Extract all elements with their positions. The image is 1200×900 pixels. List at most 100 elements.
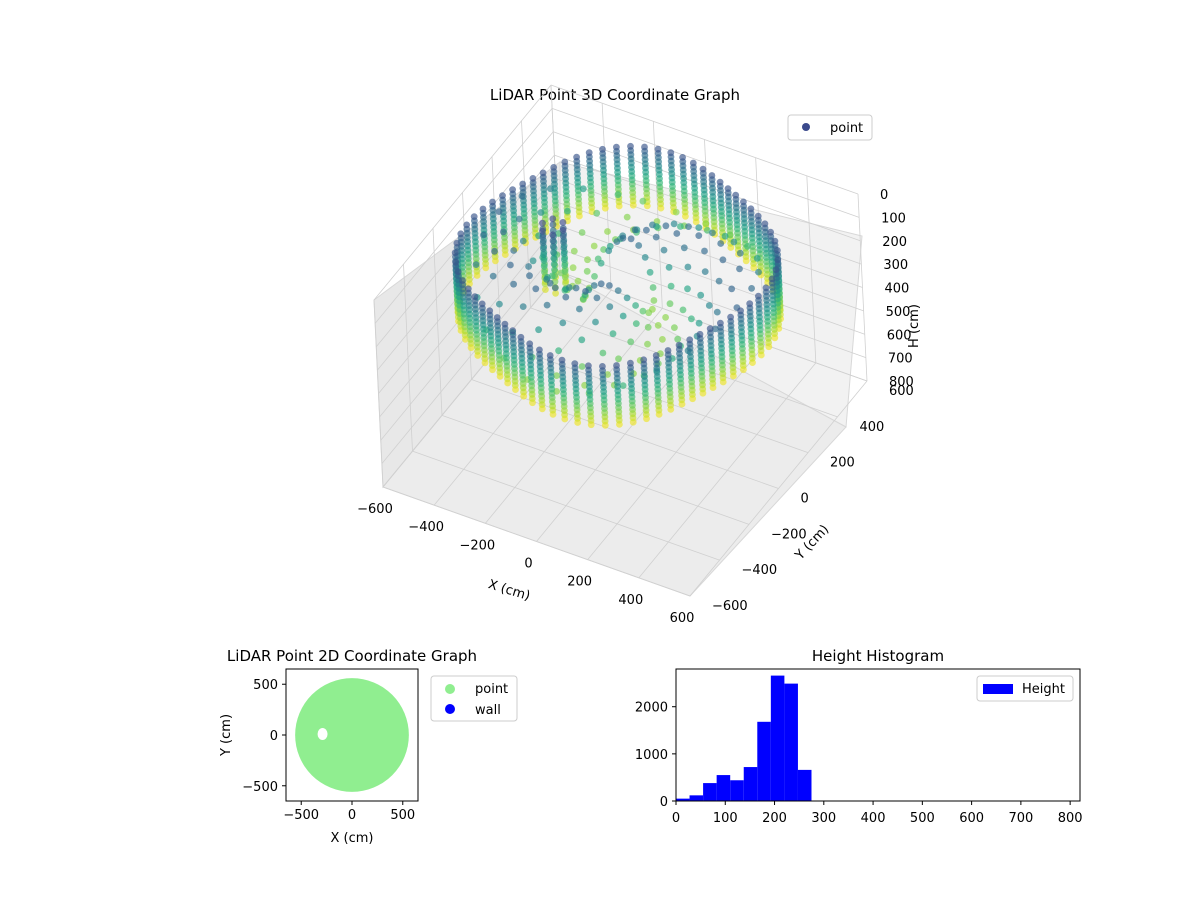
z-tick-label-3d: 600 xyxy=(887,328,912,343)
y-tick-label-histogram: 2000 xyxy=(635,701,668,716)
point-region-2d xyxy=(295,678,409,792)
legend-3d-label: point xyxy=(830,121,863,136)
point-3d xyxy=(573,153,580,161)
point-3d xyxy=(627,235,635,243)
point-3d xyxy=(489,272,497,280)
point-3d xyxy=(576,305,583,313)
point-3d xyxy=(649,284,657,291)
point-3d xyxy=(571,360,579,367)
point-3d xyxy=(619,382,627,389)
y-tick-label-3d: 200 xyxy=(830,456,855,471)
point-3d xyxy=(591,273,598,280)
hole-region-2d xyxy=(317,727,328,740)
x-tick-label-histogram: 300 xyxy=(811,811,836,826)
point-3d xyxy=(641,143,648,151)
y-tick-label-3d: 600 xyxy=(889,384,914,399)
legend-2d: point wall xyxy=(430,675,518,722)
point-3d xyxy=(600,246,607,253)
point-3d xyxy=(536,346,543,354)
point-3d xyxy=(540,245,547,253)
point-3d xyxy=(615,355,622,363)
point-3d xyxy=(664,347,672,354)
point-3d xyxy=(540,251,548,258)
x-tick-label-histogram: 200 xyxy=(762,811,787,826)
point-3d xyxy=(518,192,526,200)
x-tick-label-3d: −400 xyxy=(408,520,444,535)
point-3d xyxy=(604,228,611,235)
point-3d xyxy=(499,192,506,200)
point-3d xyxy=(689,159,697,167)
point-3d xyxy=(501,320,509,328)
legend-histogram-frame xyxy=(976,675,1074,702)
point-3d xyxy=(711,325,719,333)
point-3d xyxy=(705,302,713,309)
point-3d xyxy=(553,372,560,379)
point-3d xyxy=(542,286,549,293)
point-3d xyxy=(459,277,466,284)
point-3d xyxy=(457,230,465,238)
point-3d xyxy=(584,256,591,264)
point-3d xyxy=(561,268,569,275)
point-3d xyxy=(539,169,547,177)
point-3d xyxy=(672,208,680,216)
point-3d xyxy=(640,356,648,364)
x-tick-label-histogram: 500 xyxy=(910,811,935,826)
y-tick-label-histogram: 1000 xyxy=(635,748,668,763)
x-tick-label-histogram: 700 xyxy=(1008,811,1033,826)
point-3d xyxy=(561,262,569,269)
point-3d xyxy=(560,250,568,258)
point-3d xyxy=(540,257,548,264)
point-3d xyxy=(632,302,639,309)
point-3d xyxy=(564,207,571,215)
point-3d xyxy=(671,324,678,331)
y-tick-label-histogram: 0 xyxy=(660,795,668,810)
point-3d xyxy=(715,277,723,285)
point-3d xyxy=(688,315,695,323)
point-3d xyxy=(728,285,736,293)
point-3d xyxy=(578,336,586,344)
legend-3d-frame xyxy=(787,114,873,141)
point-3d xyxy=(673,230,681,237)
point-3d xyxy=(597,259,605,267)
point-3d xyxy=(479,205,487,213)
legend-2d-wall-label: wall xyxy=(475,703,501,718)
point-3d xyxy=(652,233,660,241)
point-3d xyxy=(665,264,673,271)
point-3d xyxy=(641,254,649,261)
y-tick-label-2d: −500 xyxy=(242,780,278,795)
point-3d xyxy=(644,340,651,348)
y-tick-label-3d: 400 xyxy=(860,420,885,435)
point-3d xyxy=(736,249,744,257)
x-tick-label-2d: 0 xyxy=(348,808,356,823)
point-3d xyxy=(627,338,635,346)
point-3d xyxy=(452,258,460,266)
x-tick-label-histogram: 100 xyxy=(713,811,738,826)
point-3d xyxy=(593,209,601,217)
x-tick-label-histogram: 600 xyxy=(959,811,984,826)
point-3d xyxy=(737,307,744,315)
point-3d xyxy=(644,323,652,331)
grid-line-side-horizontal xyxy=(374,108,553,324)
y-tick-label-2d: 0 xyxy=(270,729,278,744)
grid-line-side-horizontal xyxy=(373,84,552,301)
point-3d xyxy=(699,165,707,173)
point-3d xyxy=(558,356,566,364)
point-3d xyxy=(519,180,527,188)
x-tick-label-3d: 400 xyxy=(618,593,643,608)
point-3d xyxy=(754,212,762,220)
histogram-bar xyxy=(784,683,798,801)
point-3d xyxy=(561,158,569,166)
point-3d xyxy=(685,223,692,231)
histogram-title: Height Histogram xyxy=(812,647,944,665)
grid-line-floor-x xyxy=(689,380,868,597)
point-3d xyxy=(491,247,498,255)
z-tick-label-3d: 200 xyxy=(882,235,907,250)
point-3d xyxy=(701,268,709,275)
histogram-bar xyxy=(757,721,771,801)
grid-line-side-horizontal xyxy=(382,271,561,488)
point-3d xyxy=(772,266,780,273)
point-3d xyxy=(680,244,688,252)
point-3d xyxy=(493,314,501,321)
point-3d xyxy=(730,238,738,246)
point-3d xyxy=(509,327,517,335)
